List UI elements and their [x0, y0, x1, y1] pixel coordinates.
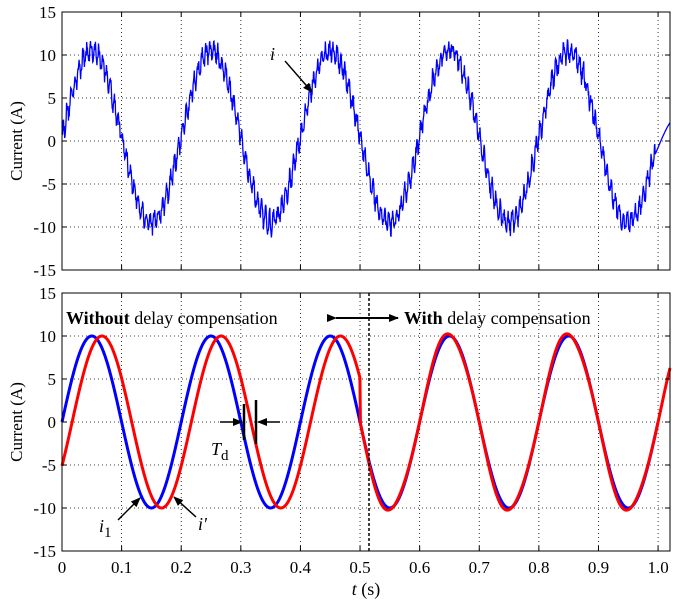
bottom-x-axis-label: t (s) [352, 579, 381, 600]
i1-arrow [117, 497, 141, 521]
bottom-x-tick-label: 0.3 [230, 558, 251, 577]
i1-main: i [99, 516, 104, 536]
without-rest: delay compensation [130, 308, 278, 328]
td-subscript: d [221, 448, 229, 464]
x-axis-variable: t [352, 579, 358, 599]
top-y-tick-label: -5 [42, 175, 56, 194]
bottom-grid [62, 293, 670, 551]
top-x-ticks [61, 12, 659, 270]
iprime-label: i' [198, 514, 208, 534]
i1-label: i1 [99, 516, 112, 541]
top-i-arrow [284, 60, 313, 93]
bottom-x-tick-label: 0.8 [528, 558, 549, 577]
bottom-y-tick-label: 15 [39, 284, 56, 303]
bottom-current-panel: 15 10 5 0 -5 -10 -15 0 0.1 0.2 0.3 0.4 0.5 0.6 0.7 0.8… [7, 284, 672, 600]
top-y-ticks: 15 10 5 0 -5 -10 -15 [33, 3, 670, 280]
bottom-x-tick-label: 0.1 [111, 558, 132, 577]
bottom-y-ticks: 15 10 5 0 -5 -10 -15 [33, 284, 670, 561]
without-bold: Without [66, 308, 130, 328]
bottom-x-tick-label: 0 [58, 558, 67, 577]
bottom-series-layer [60, 332, 672, 512]
bottom-y-tick-label: 10 [39, 327, 56, 346]
with-bold: With [404, 308, 443, 328]
top-current-panel: 15 10 5 0 -5 -10 -15 Current (A) i [7, 3, 671, 280]
bottom-x-tick-label: 0.4 [290, 558, 312, 577]
bottom-x-tick-label: 0.7 [469, 558, 491, 577]
bottom-y-tick-label: 0 [48, 413, 57, 432]
td-label: Td [211, 439, 229, 464]
top-y-tick-label: 15 [39, 3, 56, 22]
bottom-x-ticks: 0 0.1 0.2 0.3 0.4 0.5 0.6 0.7 0.8 0.9 1.0 [58, 293, 669, 577]
bottom-y-axis-label: Current (A) [7, 382, 26, 462]
series-i-line [61, 39, 671, 238]
top-i-label: i [270, 44, 275, 64]
bottom-y-tick-label: -10 [33, 499, 56, 518]
bottom-x-tick-label: 0.2 [171, 558, 192, 577]
bottom-y-tick-label: -5 [42, 456, 56, 475]
x-axis-unit: (s) [357, 579, 381, 600]
bottom-x-tick-label: 1.0 [647, 558, 668, 577]
with-rest: delay compensation [443, 308, 591, 328]
td-main: T [211, 439, 223, 459]
without-compensation-label: Without delay compensation [66, 308, 278, 328]
bottom-x-tick-label: 0.9 [588, 558, 609, 577]
iprime-arrow [173, 496, 197, 518]
series-iprime-line [60, 332, 672, 512]
bottom-y-tick-label: -15 [33, 542, 56, 561]
top-y-tick-label: -15 [33, 261, 56, 280]
top-y-tick-label: -10 [33, 218, 56, 237]
top-y-axis-label: Current (A) [7, 101, 26, 181]
top-y-tick-label: 0 [48, 132, 57, 151]
bottom-x-tick-label: 0.6 [409, 558, 430, 577]
top-y-tick-label: 10 [39, 46, 56, 65]
bottom-y-tick-label: 5 [48, 370, 57, 389]
bottom-x-tick-label: 0.5 [349, 558, 370, 577]
i1-subscript: 1 [104, 525, 112, 541]
with-compensation-label: With delay compensation [404, 308, 591, 328]
top-y-tick-label: 5 [48, 89, 57, 108]
top-series-layer [61, 39, 671, 238]
